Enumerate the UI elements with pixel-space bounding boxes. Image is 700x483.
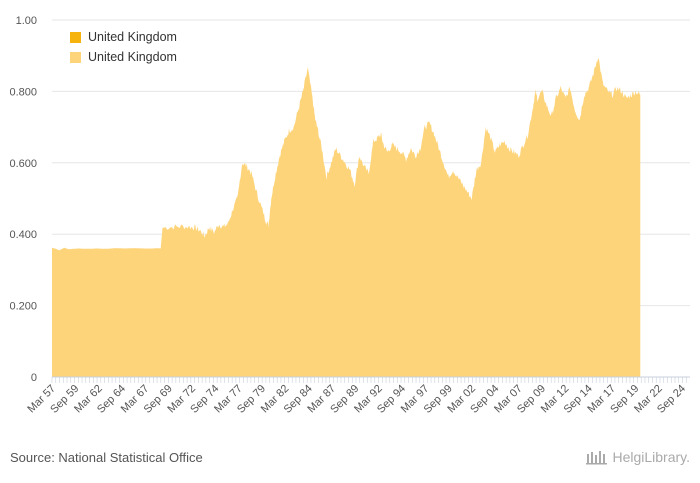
legend-swatch-light [70, 51, 81, 63]
brand-logo[interactable]: HelgiLibrary. [586, 449, 690, 465]
library-icon [586, 451, 608, 465]
area-layer [52, 58, 641, 377]
y-tick-label: 0 [31, 372, 37, 384]
y-axis-ticks: 1.00 0.800 0.600 0.400 0.200 0 [9, 15, 37, 384]
legend-swatch-dark [70, 31, 81, 43]
legend-item[interactable]: United Kingdom [70, 27, 177, 47]
y-tick-label: 0.400 [9, 229, 37, 241]
legend-label: United Kingdom [88, 30, 177, 44]
y-tick-label: 0.600 [9, 158, 37, 170]
y-tick-label: 0.200 [9, 301, 37, 313]
y-tick-label: 1.00 [16, 15, 37, 27]
legend: United Kingdom United Kingdom [70, 27, 177, 67]
brand-name: HelgiLibrary. [612, 449, 690, 465]
legend-label: United Kingdom [88, 50, 177, 64]
legend-item[interactable]: United Kingdom [70, 47, 177, 67]
source-note: Source: National Statistical Office [10, 450, 203, 465]
series-area-united-kingdom [52, 58, 641, 377]
y-tick-label: 0.800 [9, 86, 37, 98]
